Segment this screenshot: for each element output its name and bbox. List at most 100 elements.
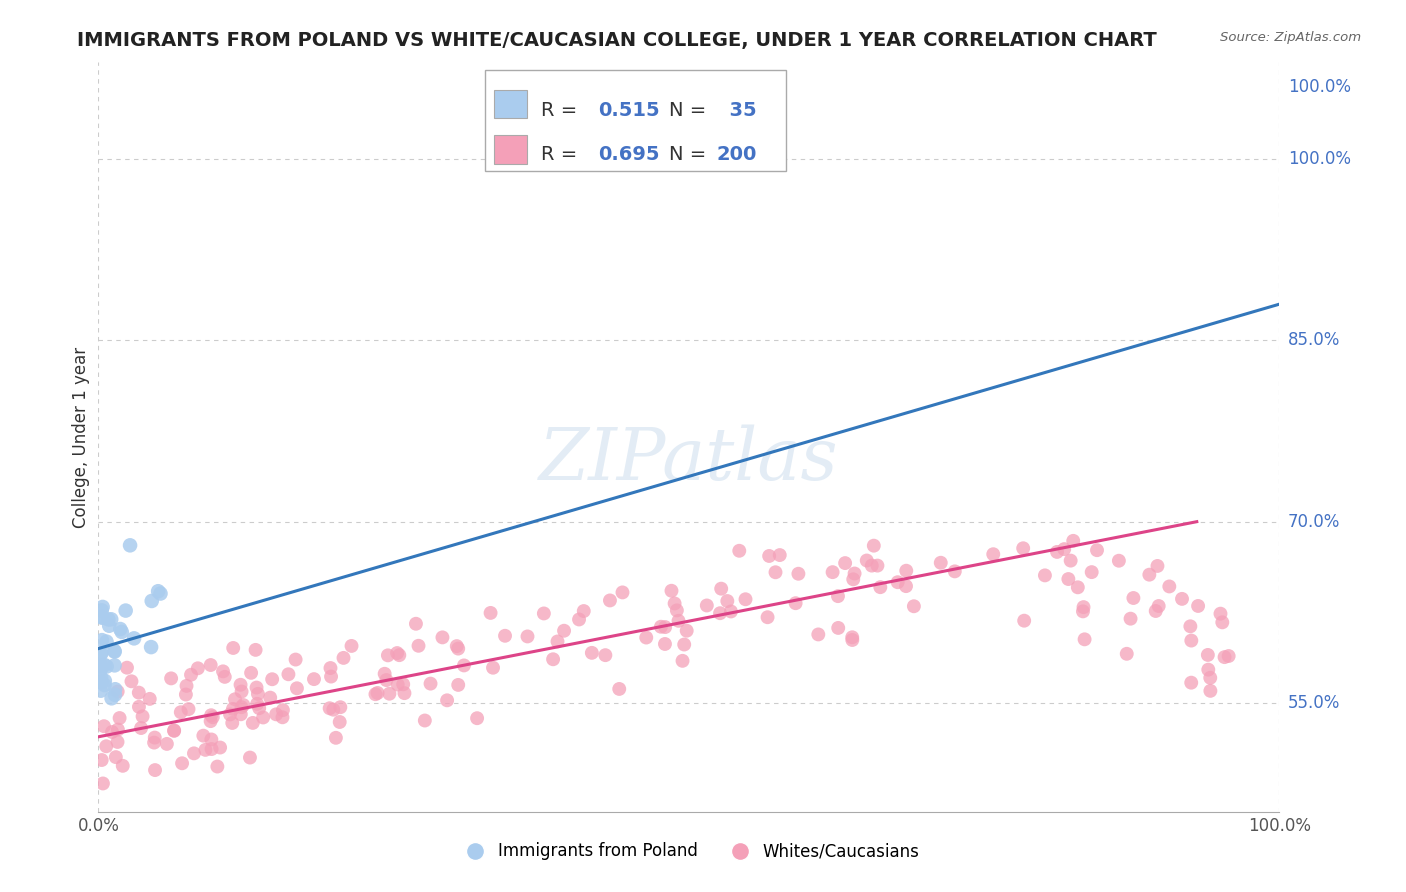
Point — [650, 620, 672, 634]
Point — [96, 634, 118, 648]
Point — [193, 729, 215, 743]
Point — [385, 646, 408, 660]
Point — [436, 693, 458, 707]
Point — [149, 586, 172, 600]
Point — [224, 692, 246, 706]
Point — [1057, 572, 1080, 586]
Point — [156, 737, 179, 751]
Text: 55.0%: 55.0% — [1288, 694, 1340, 712]
Point — [394, 686, 416, 700]
Point — [1067, 580, 1090, 594]
Point — [93, 658, 115, 673]
Point — [1062, 533, 1084, 548]
Point — [432, 631, 454, 645]
Point — [214, 670, 236, 684]
Point — [90, 753, 112, 767]
Point — [807, 627, 830, 641]
Point — [332, 651, 354, 665]
Point — [91, 610, 114, 624]
Point — [246, 687, 269, 701]
Point — [115, 661, 138, 675]
Point — [834, 556, 856, 570]
Point — [903, 599, 925, 614]
Text: 35: 35 — [716, 102, 756, 120]
Point — [176, 679, 198, 693]
Point — [143, 731, 166, 745]
Point — [388, 648, 411, 662]
Point — [581, 646, 603, 660]
Text: 85.0%: 85.0% — [1288, 332, 1340, 350]
Point — [141, 594, 163, 608]
Point — [756, 610, 779, 624]
Point — [271, 710, 294, 724]
Point — [200, 714, 222, 728]
Text: 100.0%: 100.0% — [1288, 78, 1351, 95]
Point — [654, 637, 676, 651]
Point — [143, 736, 166, 750]
Point — [183, 747, 205, 761]
Legend: Immigrants from Poland, Whites/Caucasians: Immigrants from Poland, Whites/Caucasian… — [451, 836, 927, 867]
Point — [665, 603, 688, 617]
Point — [143, 763, 166, 777]
Point — [1146, 558, 1168, 573]
Point — [1180, 619, 1202, 633]
Point — [1073, 600, 1095, 615]
Point — [377, 648, 399, 663]
Point — [128, 699, 150, 714]
Point — [302, 672, 325, 686]
Point — [229, 678, 252, 692]
Point — [387, 677, 409, 691]
Point — [319, 661, 342, 675]
Point — [114, 604, 136, 618]
Point — [842, 572, 865, 586]
Point — [1033, 568, 1056, 582]
Point — [673, 638, 696, 652]
Point — [494, 629, 516, 643]
Point — [572, 604, 595, 618]
Point — [696, 599, 718, 613]
Point — [90, 646, 112, 660]
Point — [716, 594, 738, 608]
Y-axis label: College, Under 1 year: College, Under 1 year — [72, 346, 90, 528]
Point — [636, 631, 658, 645]
Point — [207, 759, 229, 773]
Point — [734, 592, 756, 607]
Point — [187, 661, 209, 675]
Point — [664, 597, 686, 611]
Point — [1171, 591, 1194, 606]
Point — [1080, 565, 1102, 579]
Point — [221, 715, 243, 730]
Point — [866, 558, 889, 573]
Point — [139, 691, 162, 706]
Point — [325, 731, 347, 745]
Point — [128, 685, 150, 699]
Point — [375, 673, 398, 687]
Point — [284, 652, 307, 666]
Point — [277, 667, 299, 681]
FancyBboxPatch shape — [485, 70, 786, 171]
Point — [541, 652, 564, 666]
Point — [90, 603, 112, 617]
Point — [200, 732, 222, 747]
Point — [91, 599, 114, 614]
Point — [222, 640, 245, 655]
Point — [595, 648, 617, 662]
Point — [1147, 599, 1170, 613]
Point — [1115, 647, 1137, 661]
Point — [222, 702, 245, 716]
Point — [121, 674, 143, 689]
Point — [129, 721, 152, 735]
Point — [1122, 591, 1144, 605]
Point — [378, 687, 401, 701]
Point — [170, 756, 193, 771]
Point — [170, 705, 193, 719]
Point — [720, 604, 742, 618]
Point — [96, 739, 118, 754]
Point — [1199, 683, 1222, 698]
Text: N =: N = — [669, 102, 713, 120]
Point — [104, 750, 127, 764]
Point — [1059, 553, 1081, 567]
Point — [107, 735, 129, 749]
Point — [100, 612, 122, 626]
Point — [200, 708, 222, 723]
